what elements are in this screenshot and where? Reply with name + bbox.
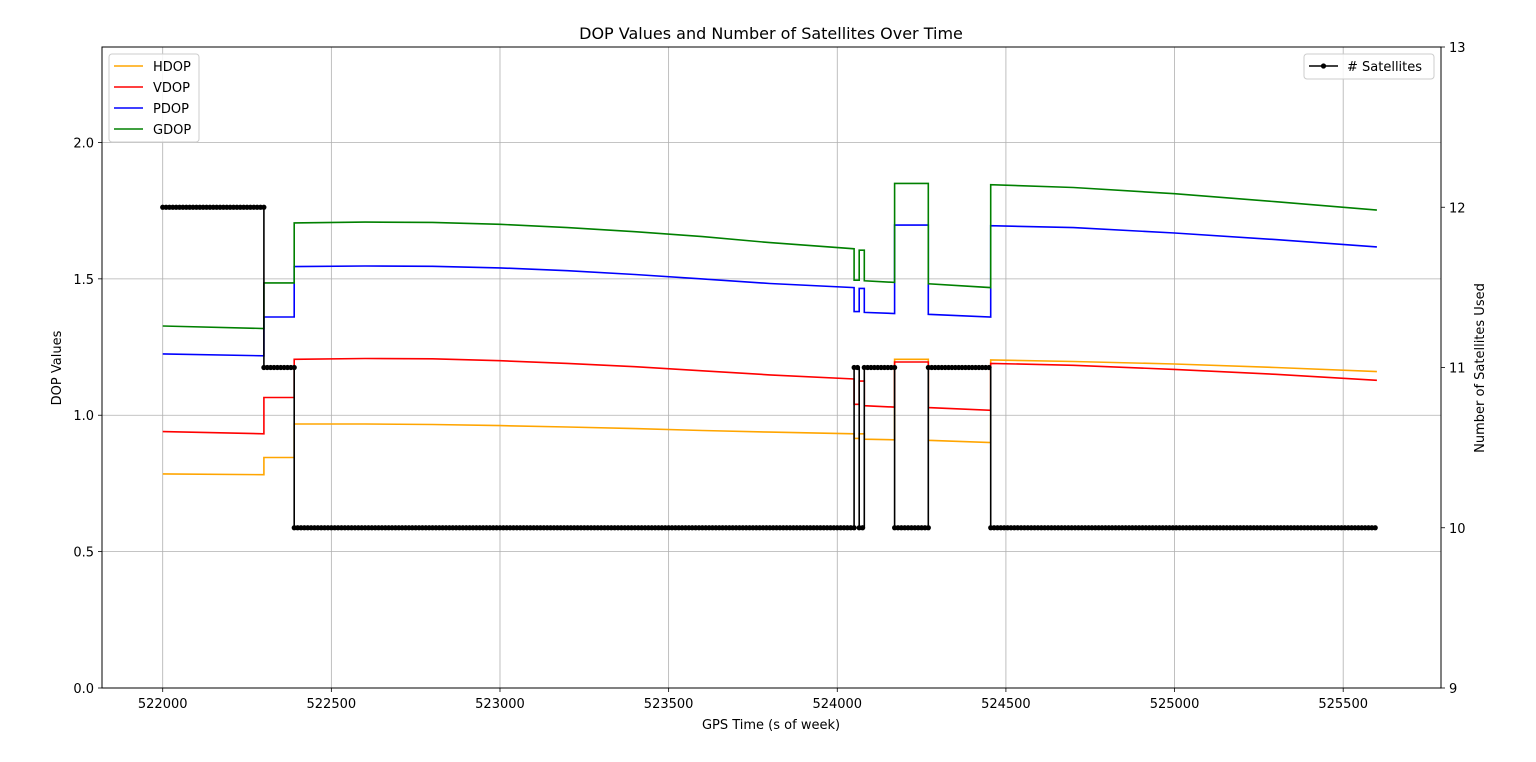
satellite-marker xyxy=(1372,525,1378,531)
legend-satellites: # Satellites xyxy=(1303,53,1435,80)
y-tick-label-right: 12 xyxy=(1449,201,1466,216)
y-axis-label-left: DOP Values xyxy=(50,330,65,405)
x-tick-label: 522500 xyxy=(307,697,357,712)
chart-title: DOP Values and Number of Satellites Over… xyxy=(579,24,963,43)
x-tick-label: 524000 xyxy=(812,697,862,712)
y-tick-label-left: 1.5 xyxy=(73,273,94,288)
y-tick-label-left: 1.0 xyxy=(73,409,94,424)
y-tick-label-left: 0.5 xyxy=(73,546,94,561)
legend-label: # Satellites xyxy=(1347,60,1422,75)
series-line-pdop xyxy=(162,224,1377,357)
satellite-marker xyxy=(291,364,297,371)
legend-label: VDOP xyxy=(153,81,190,96)
legend-box-right xyxy=(1303,53,1435,80)
y-tick-label-left: 0.0 xyxy=(73,682,94,697)
satellite-marker xyxy=(892,364,898,371)
y-tick-label-left: 2.0 xyxy=(73,136,94,151)
series-layer xyxy=(160,182,1378,531)
satellite-marker xyxy=(851,525,857,531)
x-tick-label: 524500 xyxy=(981,697,1031,712)
x-tick-label: 523500 xyxy=(644,697,694,712)
legend-label: HDOP xyxy=(153,60,191,75)
legend-dop: HDOP VDOP PDOP GDOP xyxy=(108,53,200,143)
series-line-satellites xyxy=(162,206,1377,529)
x-tick-label: 522000 xyxy=(138,697,188,712)
series-line-gdop xyxy=(162,182,1377,330)
grid-lines xyxy=(102,47,1441,689)
satellite-marker xyxy=(261,204,267,210)
y-tick-label-right: 10 xyxy=(1449,522,1466,537)
x-tick-label: 523000 xyxy=(475,697,525,712)
y-tick-label-right: 9 xyxy=(1449,682,1457,697)
plot-frame xyxy=(101,46,1442,689)
legend-label: PDOP xyxy=(153,102,189,117)
satellite-marker xyxy=(986,364,992,371)
axes-layer: 522000 522500 523000 523500 524000 524500 5250… xyxy=(73,41,1465,712)
legend-marker xyxy=(1320,63,1327,69)
x-axis-label: GPS Time (s of week) xyxy=(702,718,840,733)
series-line-vdop xyxy=(162,357,1377,435)
legend-label: GDOP xyxy=(153,123,191,138)
y-tick-label-right: 13 xyxy=(1449,41,1466,56)
series-line-hdop xyxy=(162,358,1377,476)
y-tick-label-right: 11 xyxy=(1449,362,1466,377)
y-axis-label-right: Number of Satellites Used xyxy=(1473,283,1488,453)
satellite-marker xyxy=(854,364,861,371)
satellite-marker xyxy=(925,525,931,531)
satellite-marker xyxy=(859,525,866,531)
x-tick-label: 525000 xyxy=(1150,697,1200,712)
legend-box-left xyxy=(108,53,200,143)
x-tick-label: 525500 xyxy=(1318,697,1368,712)
